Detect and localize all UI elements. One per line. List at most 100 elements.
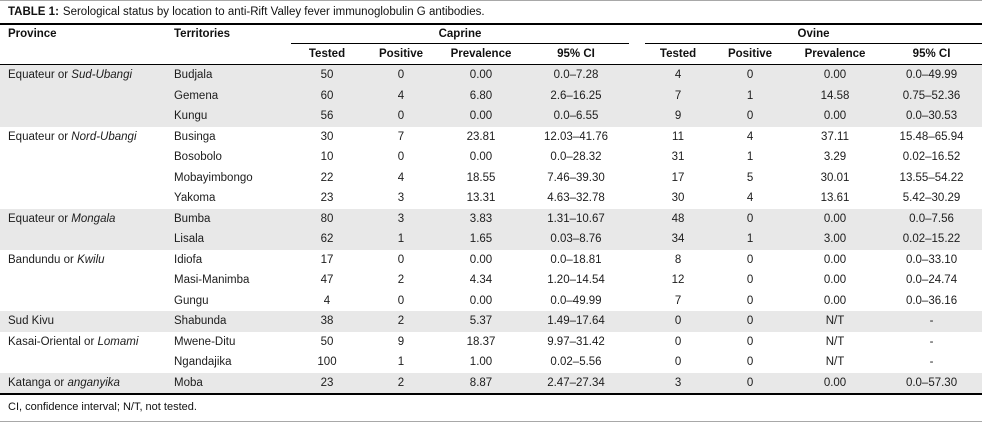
cell-province: Equateur or Sud-Ubangi	[0, 64, 170, 86]
cell-ovine-tested: 7	[674, 294, 682, 307]
cell-ovine-positive: 0	[746, 274, 754, 287]
cell-caprine-prevalence: 0.00	[469, 151, 493, 164]
table-row: Kasai-Oriental or Lomami Mwene-Ditu 50 9 18.…	[0, 332, 982, 353]
table-caption-label: TABLE 1:	[8, 6, 59, 18]
cell-province: Equateur or Nord-Ubangi	[0, 127, 170, 148]
cell-territory: Mwene-Ditu	[174, 335, 236, 348]
cell-ovine-tested: 0	[645, 311, 712, 332]
cell-province	[0, 270, 170, 291]
cell-caprine-prevalence: 18.37	[466, 335, 496, 348]
cell-caprine-tested: 50	[291, 64, 363, 86]
province-name-italic: Nord-Ubangi	[71, 130, 137, 143]
cell-gap	[629, 250, 645, 271]
col-group-caprine: Caprine	[291, 25, 630, 44]
cell-ovine-tested: 4	[645, 64, 712, 86]
cell-caprine-tested: 23	[320, 192, 334, 205]
cell-caprine-prevalence: 18.55	[466, 171, 496, 184]
cell-caprine-positive: 9	[397, 335, 405, 348]
table-row: Equateur or Sud-Ubangi Budjala 50 0 0.00 0.0–…	[0, 64, 982, 86]
cell-caprine-positive: 0	[397, 151, 405, 164]
province-name: Sud Kivu	[8, 315, 55, 328]
cell-gap	[629, 168, 645, 189]
cell-caprine-tested: 100	[317, 356, 337, 369]
cell-ovine-tested: 0	[674, 356, 682, 369]
cell-province: Sud Kivu	[0, 311, 170, 332]
cell-province	[0, 147, 170, 168]
cell-caprine-ci: 9.97–31.42	[547, 335, 605, 348]
cell-ovine-positive: 1	[746, 151, 754, 164]
cell-caprine-prevalence: 23.81	[466, 130, 496, 143]
cell-caprine-prevalence: 3.83	[439, 208, 523, 229]
cell-territory: Moba	[170, 372, 291, 394]
cell-ovine-positive: 0	[711, 311, 790, 332]
cell-ovine-positive: 1	[711, 229, 790, 250]
cell-ovine-ci: 5.42–30.29	[902, 192, 961, 205]
table-row: Bosobolo 10 0 0.00 0.0–28.32 31 1 3.29 0.02–16.5…	[0, 147, 982, 168]
col-header-caprine-prevalence: Prevalence	[439, 43, 523, 65]
cell-territory: Bumba	[170, 208, 291, 229]
cell-ovine-positive: 0	[746, 294, 754, 307]
cell-caprine-tested: 47	[320, 274, 334, 287]
cell-ovine-tested: 30	[671, 192, 685, 205]
cell-caprine-ci: 0.0–7.28	[523, 64, 630, 86]
cell-caprine-ci: 2.6–16.25	[523, 85, 630, 106]
cell-gap	[629, 311, 646, 332]
cell-ovine-ci: 0.02–16.52	[902, 151, 961, 164]
table-body: Equateur or Sud-Ubangi Budjala 50 0 0.00 0.0–…	[0, 64, 982, 394]
cell-territory: Bosobolo	[174, 151, 222, 164]
cell-caprine-positive: 0	[397, 294, 405, 307]
cell-province	[0, 352, 170, 373]
cell-territory: Gungu	[174, 294, 209, 307]
cell-ovine-ci: 0.0–24.74	[905, 274, 958, 287]
cell-ovine-prevalence: 37.11	[821, 130, 849, 143]
cell-ovine-positive: 1	[711, 85, 790, 106]
province-name-italic: Kwilu	[77, 253, 105, 266]
cell-caprine-prevalence: 0.00	[439, 64, 523, 86]
cell-caprine-ci: 2.47–27.34	[523, 372, 630, 394]
cell-caprine-positive: 1	[363, 229, 439, 250]
cell-ovine-ci: 0.0–7.56	[881, 208, 982, 229]
cell-ovine-ci: 15.48–65.94	[899, 130, 964, 143]
cell-ovine-ci: -	[929, 335, 934, 348]
cell-ovine-prevalence: 14.58	[789, 85, 882, 106]
cell-caprine-positive: 2	[363, 311, 439, 332]
cell-ovine-prevalence: N/T	[825, 335, 845, 348]
cell-caprine-tested: 60	[291, 85, 363, 106]
province-name: Katanga or	[8, 376, 68, 389]
table-row: Bandundu or Kwilu Idiofa 17 0 0.00 0.0–18.81 8…	[0, 250, 982, 271]
province-name: Equateur or	[8, 212, 72, 225]
table-footnote: CI, confidence interval; N/T, not tested…	[8, 401, 197, 413]
cell-caprine-tested: 23	[291, 372, 363, 394]
cell-caprine-tested: 17	[320, 253, 334, 266]
cell-territory: Yakoma	[174, 192, 216, 205]
cell-ovine-prevalence: N/T	[789, 311, 882, 332]
cell-gap	[629, 188, 645, 209]
cell-caprine-positive: 0	[363, 64, 439, 86]
cell-caprine-tested: 22	[320, 171, 334, 184]
cell-caprine-ci: 1.49–17.64	[523, 311, 630, 332]
cell-caprine-ci: 1.31–10.67	[523, 208, 630, 229]
cell-territory: Lisala	[170, 229, 291, 250]
col-header-ovine-tested: Tested	[645, 43, 712, 65]
cell-caprine-positive: 1	[397, 356, 405, 369]
table-row: Equateur or Nord-Ubangi Businga 30 7 23.81 12…	[0, 127, 982, 148]
cell-ovine-positive: 0	[711, 64, 790, 86]
column-gap	[629, 25, 646, 65]
col-group-ovine: Ovine	[645, 25, 982, 44]
cell-territory: Idiofa	[174, 253, 203, 266]
table-caption: TABLE 1: Serological status by location t…	[0, 1, 982, 25]
cell-ovine-prevalence: 0.00	[789, 106, 882, 127]
cell-ovine-tested: 48	[645, 208, 712, 229]
cell-caprine-ci: 1.20–14.54	[547, 274, 605, 287]
col-header-ovine-positive: Positive	[711, 43, 790, 65]
cell-ovine-positive: 0	[746, 356, 754, 369]
bottom-hairline-rule	[0, 421, 982, 422]
cell-caprine-prevalence: 4.34	[469, 274, 493, 287]
table-row: Yakoma 23 3 13.31 4.63–32.78 30 4 13.61 5.42–30.…	[0, 188, 982, 209]
cell-caprine-positive: 7	[397, 130, 405, 143]
cell-ovine-positive: 0	[711, 208, 790, 229]
cell-caprine-ci: 0.02–5.56	[550, 356, 602, 369]
table-caption-text: Serological status by location to anti-R…	[62, 6, 485, 18]
cell-ovine-tested: 31	[671, 151, 685, 164]
